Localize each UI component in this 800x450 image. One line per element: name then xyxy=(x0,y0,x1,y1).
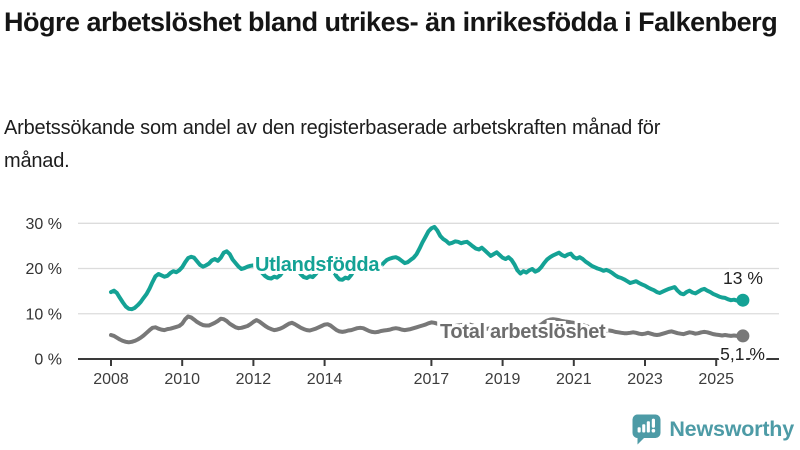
line-chart: 0 % 10 % 20 % 30 % 2008 2010 2012 2014 2017 2019 2… xyxy=(26,216,779,388)
brand-name: Newsworthy xyxy=(669,417,794,441)
series-line-total-arbetsl-shet xyxy=(109,314,745,345)
x-tick-label-2025: 2025 xyxy=(698,371,734,388)
x-tick-label-2010: 2010 xyxy=(164,371,200,388)
speech-bubble-shape xyxy=(632,414,661,445)
x-tick-label-2021: 2021 xyxy=(556,371,592,388)
x-tick-label-2019: 2019 xyxy=(485,371,521,388)
x-tick-label-2017: 2017 xyxy=(414,371,450,388)
x-tick-label-2023: 2023 xyxy=(627,371,663,388)
y-tick-label-20: 20 % xyxy=(26,261,62,278)
chart-header: Högre arbetslöshet bland utrikes- än inr… xyxy=(4,4,796,40)
series-label-total-arbetsl-shet: Total arbetslöshet xyxy=(440,321,606,343)
x-tick-label-2014: 2014 xyxy=(307,371,343,388)
series-end-label-total-arbetsl-shet: 5,1 % xyxy=(720,344,765,364)
series-end-label-utlandsf-dda: 13 % xyxy=(723,268,763,288)
newsworthy-logo: Newsworthy xyxy=(632,414,794,445)
series-end-dot-utlandsf-dda xyxy=(736,293,750,307)
page-title: Högre arbetslöshet bland utrikes- än inr… xyxy=(4,7,778,37)
newsworthy-logo-icon xyxy=(632,414,661,445)
logo-bar-2 xyxy=(642,424,646,433)
series-end-dot-total-arbetsl-shet xyxy=(736,329,750,343)
logo-exclamation-bar xyxy=(652,418,656,428)
chart-subtitle: Arbetssökande som andel av den registerb… xyxy=(4,117,661,172)
y-tick-label-0: 0 % xyxy=(34,352,62,369)
series-label-utlandsf-dda: Utlandsfödda xyxy=(255,254,380,276)
x-tick-label-2008: 2008 xyxy=(93,371,129,388)
y-tick-label-30: 30 % xyxy=(26,216,62,233)
logo-bar-3 xyxy=(647,421,651,433)
logo-exclamation-dot xyxy=(651,428,656,433)
logo-bar-1 xyxy=(637,427,642,433)
series-line-utlandsf-dda xyxy=(109,224,745,312)
y-tick-label-10: 10 % xyxy=(26,306,62,323)
x-tick-label-2012: 2012 xyxy=(236,371,272,388)
